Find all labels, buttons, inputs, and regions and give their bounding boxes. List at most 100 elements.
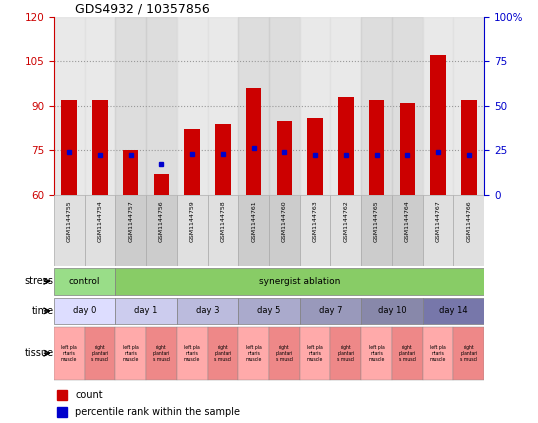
- Bar: [54, 327, 84, 379]
- Bar: [300, 195, 330, 266]
- Text: control: control: [69, 277, 100, 286]
- Text: GSM1144765: GSM1144765: [374, 201, 379, 242]
- Text: GSM1144758: GSM1144758: [221, 201, 225, 242]
- Text: left pla
ntaris
muscle: left pla ntaris muscle: [307, 345, 323, 362]
- Text: GSM1144759: GSM1144759: [189, 201, 195, 242]
- Text: GSM1144763: GSM1144763: [313, 201, 317, 242]
- Text: GSM1144754: GSM1144754: [97, 201, 102, 242]
- Text: GSM1144757: GSM1144757: [128, 201, 133, 242]
- Text: stress: stress: [25, 276, 54, 286]
- Bar: [269, 195, 300, 266]
- Text: day 10: day 10: [378, 306, 406, 316]
- Text: right
plantari
s muscl: right plantari s muscl: [275, 345, 293, 362]
- Bar: [430, 55, 446, 195]
- Bar: [238, 298, 300, 324]
- Text: day 5: day 5: [257, 306, 281, 316]
- Bar: [269, 17, 300, 195]
- Bar: [392, 327, 423, 379]
- Text: day 1: day 1: [134, 306, 158, 316]
- Text: GSM1144756: GSM1144756: [159, 201, 164, 242]
- Bar: [361, 195, 392, 266]
- Bar: [338, 97, 353, 195]
- Bar: [400, 103, 415, 195]
- Text: synergist ablation: synergist ablation: [259, 277, 341, 286]
- Text: time: time: [32, 306, 54, 316]
- Bar: [115, 327, 146, 379]
- Text: left pla
ntaris
muscle: left pla ntaris muscle: [184, 345, 200, 362]
- Text: day 0: day 0: [73, 306, 96, 316]
- Bar: [361, 327, 392, 379]
- Text: percentile rank within the sample: percentile rank within the sample: [75, 407, 240, 417]
- Text: left pla
ntaris
muscle: left pla ntaris muscle: [61, 345, 77, 362]
- Bar: [54, 268, 115, 294]
- Text: GSM1144766: GSM1144766: [466, 201, 471, 242]
- Text: left pla
ntaris
muscle: left pla ntaris muscle: [123, 345, 139, 362]
- Bar: [54, 195, 84, 266]
- Bar: [208, 17, 238, 195]
- Bar: [461, 100, 477, 195]
- Text: right
plantari
s muscl: right plantari s muscl: [91, 345, 109, 362]
- Bar: [238, 17, 269, 195]
- Bar: [330, 195, 361, 266]
- Text: day 7: day 7: [318, 306, 342, 316]
- Bar: [177, 17, 208, 195]
- Bar: [177, 195, 208, 266]
- Text: GSM1144755: GSM1144755: [67, 201, 72, 242]
- Bar: [54, 17, 84, 195]
- Text: GSM1144762: GSM1144762: [343, 201, 349, 242]
- Bar: [369, 100, 384, 195]
- Bar: [300, 17, 330, 195]
- Text: left pla
ntaris
muscle: left pla ntaris muscle: [369, 345, 385, 362]
- Bar: [84, 17, 115, 195]
- Bar: [61, 100, 77, 195]
- Text: right
plantari
s muscl: right plantari s muscl: [214, 345, 231, 362]
- Text: GSM1144764: GSM1144764: [405, 201, 410, 242]
- Bar: [300, 298, 361, 324]
- Bar: [392, 195, 423, 266]
- Bar: [115, 268, 484, 294]
- Bar: [423, 195, 454, 266]
- Bar: [454, 327, 484, 379]
- Text: right
plantari
s muscl: right plantari s muscl: [153, 345, 170, 362]
- Bar: [146, 195, 177, 266]
- Bar: [146, 327, 177, 379]
- Bar: [246, 88, 261, 195]
- Text: GDS4932 / 10357856: GDS4932 / 10357856: [75, 3, 210, 16]
- Text: GSM1144760: GSM1144760: [282, 201, 287, 242]
- Text: day 3: day 3: [196, 306, 220, 316]
- Bar: [177, 327, 208, 379]
- Bar: [238, 195, 269, 266]
- Bar: [330, 17, 361, 195]
- Text: left pla
ntaris
muscle: left pla ntaris muscle: [245, 345, 262, 362]
- Bar: [269, 327, 300, 379]
- Text: right
plantari
s muscl: right plantari s muscl: [460, 345, 478, 362]
- Bar: [84, 195, 115, 266]
- Bar: [330, 327, 361, 379]
- Bar: [154, 174, 169, 195]
- Bar: [92, 100, 108, 195]
- Bar: [208, 327, 238, 379]
- Bar: [54, 298, 115, 324]
- Bar: [454, 195, 484, 266]
- Bar: [123, 150, 138, 195]
- Text: right
plantari
s muscl: right plantari s muscl: [399, 345, 416, 362]
- Text: day 14: day 14: [439, 306, 468, 316]
- Text: left pla
ntaris
muscle: left pla ntaris muscle: [430, 345, 447, 362]
- Bar: [238, 327, 269, 379]
- Bar: [307, 118, 323, 195]
- Text: right
plantari
s muscl: right plantari s muscl: [337, 345, 355, 362]
- Text: GSM1144761: GSM1144761: [251, 201, 256, 242]
- Bar: [361, 17, 392, 195]
- Bar: [115, 17, 146, 195]
- Text: GSM1144767: GSM1144767: [436, 201, 441, 242]
- Bar: [115, 298, 177, 324]
- Bar: [115, 195, 146, 266]
- Text: count: count: [75, 390, 103, 400]
- Bar: [300, 327, 330, 379]
- Bar: [185, 129, 200, 195]
- Bar: [423, 17, 454, 195]
- Text: tissue: tissue: [25, 348, 54, 358]
- Bar: [423, 298, 484, 324]
- Bar: [361, 298, 423, 324]
- Bar: [423, 327, 454, 379]
